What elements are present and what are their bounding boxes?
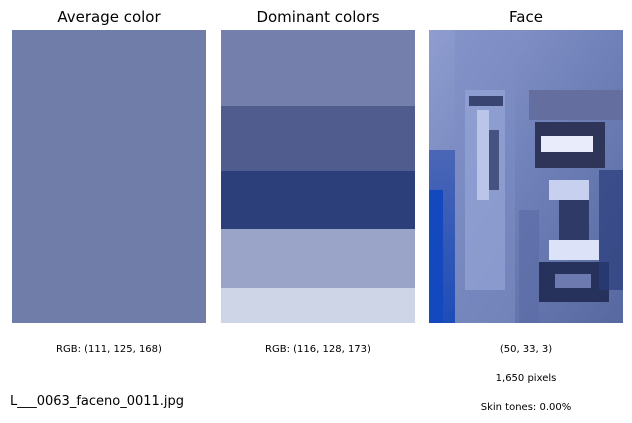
filename-label: L___0063_faceno_0011.jpg	[10, 394, 185, 409]
face-title: Face	[509, 8, 543, 26]
dominant-color-band	[221, 106, 415, 171]
dominant-colors-swatch	[221, 30, 415, 323]
dominant-color-band	[221, 30, 415, 107]
average-color-swatch	[12, 30, 206, 323]
skin-tones-label: Skin tones: 0.00%	[480, 402, 572, 413]
dominant-colors-title: Dominant colors	[256, 8, 380, 26]
face-image	[429, 30, 623, 323]
face-pixels-label: 1,650 pixels	[495, 373, 557, 384]
face-coords-label: (50, 33, 3)	[499, 344, 553, 355]
dominant-color-band	[221, 287, 415, 323]
dominant-color-band	[221, 229, 415, 288]
dominant-color-band	[221, 170, 415, 230]
average-rgb-label: RGB: (111, 125, 168)	[56, 344, 162, 355]
dominant-rgb-label: RGB: (116, 128, 173)	[265, 344, 371, 355]
average-color-title: Average color	[57, 8, 161, 26]
